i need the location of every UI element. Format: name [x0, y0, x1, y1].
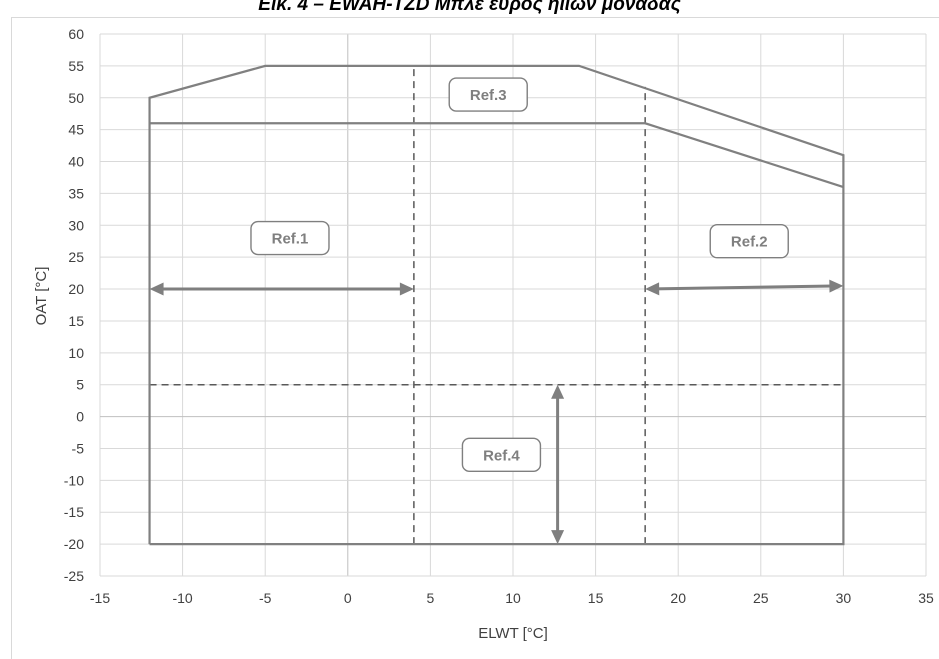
ref1-arrow-head-end [399, 282, 414, 296]
x-tick-label: 20 [670, 590, 686, 606]
x-tick-label: 25 [753, 590, 769, 606]
y-tick-label: 60 [68, 26, 84, 42]
x-tick-label: 35 [918, 590, 934, 606]
y-tick-label: 55 [68, 58, 84, 74]
ref-annotations: Ref.1 Ref.2 Ref.3 Ref.4 [250, 77, 789, 473]
ref4-arrow-head-end [551, 530, 565, 545]
y-tick-label: 5 [76, 377, 84, 393]
y-tick-label: -10 [64, 472, 84, 488]
x-tick-label: -5 [259, 590, 272, 606]
reference-lines [149, 65, 844, 545]
grid-lines [99, 33, 927, 577]
y-tick-label: -25 [64, 568, 84, 584]
ref2-arrow-head-start [645, 282, 660, 296]
y-tick-label: 10 [68, 345, 84, 361]
chart-frame [11, 17, 939, 659]
x-tick-label: 30 [836, 590, 852, 606]
x-tick-label: 5 [427, 590, 435, 606]
ref4-arrow-head-start [551, 384, 565, 399]
x-axis-label: ELWT [°C] [478, 625, 548, 642]
ref2-label: Ref.2 [731, 234, 768, 251]
y-tick-label: -15 [64, 504, 84, 520]
y-tick-label: 0 [76, 409, 84, 425]
y-tick-label: 45 [68, 122, 84, 138]
inner-envelope [149, 122, 844, 189]
envelope-series [148, 64, 845, 546]
y-tick-label: 15 [68, 313, 84, 329]
ref4-label: Ref.4 [483, 447, 520, 464]
y-tick-label: 50 [68, 90, 84, 106]
ref1-label: Ref.1 [272, 231, 309, 248]
x-tick-label: 15 [588, 590, 604, 606]
ref3-label: Ref.3 [470, 87, 507, 104]
ref2-arrow-shaft [655, 284, 834, 291]
x-tick-label: -15 [90, 590, 110, 606]
x-tick-label: -10 [172, 590, 192, 606]
y-tick-label: -5 [72, 440, 85, 456]
ref2-arrow-head-end [829, 279, 844, 293]
y-tick-label: 35 [68, 185, 84, 201]
ref1-arrow-head-start [149, 282, 164, 296]
ref1-box [250, 220, 330, 256]
y-tick-label: 25 [68, 249, 84, 265]
outer-envelope [148, 64, 845, 546]
x-tick-label: 0 [344, 590, 352, 606]
tick-labels: -15 -10 -5 0 5 10 15 20 25 30 35605550454035302520… [64, 26, 934, 606]
y-axis-label: OAT [°C] [33, 267, 50, 326]
ref4-box [461, 437, 542, 473]
x-tick-label: 10 [505, 590, 521, 606]
ref2-box [709, 224, 789, 259]
range-arrows [149, 279, 844, 545]
y-tick-label: 30 [68, 217, 84, 233]
y-tick-label: -20 [64, 536, 84, 552]
y-tick-label: 40 [68, 154, 84, 170]
y-tick-label: 20 [68, 281, 84, 297]
ref3-box [448, 77, 528, 112]
chart-title: Εικ. 4 – EWAH-TZD Μπλε εύρος ηιιών μονάδ… [258, 0, 681, 15]
